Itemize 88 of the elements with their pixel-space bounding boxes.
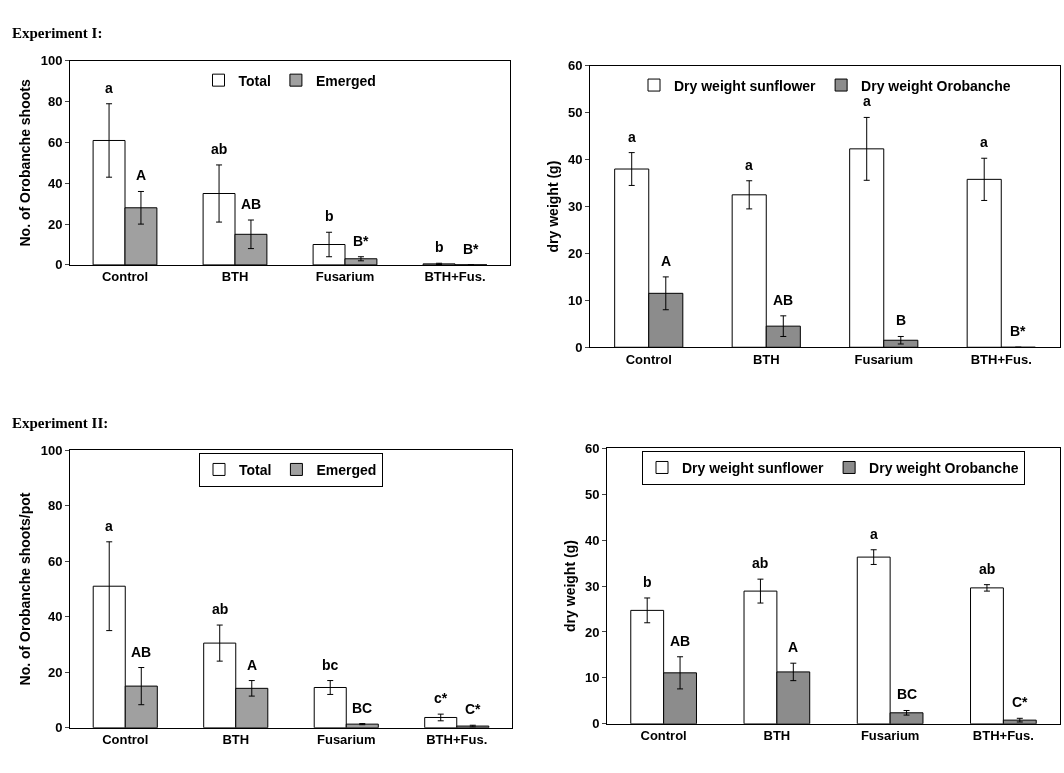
- y-tick-label: 0: [592, 716, 600, 732]
- annotation: a: [980, 134, 988, 150]
- x-tick-label: Control: [102, 732, 149, 748]
- annotation: bc: [322, 657, 339, 673]
- annotation: B*: [1010, 323, 1027, 339]
- annotation: A: [788, 639, 799, 655]
- y-tick-label: 80: [47, 94, 63, 110]
- y-tick-label: 100: [40, 53, 63, 69]
- annotation: ab: [211, 141, 228, 157]
- legend-label: Dry weight Orobanche: [869, 459, 1019, 476]
- chart-title: Experiment II:: [12, 415, 109, 431]
- annotation: a: [105, 80, 113, 96]
- y-tick-label: 10: [584, 670, 600, 686]
- y-tick-label: 20: [584, 624, 600, 640]
- annotation: a: [870, 526, 878, 542]
- annotation: AB: [241, 196, 262, 212]
- legend-label: Total: [238, 72, 271, 89]
- annotation: c*: [434, 690, 448, 706]
- annotation: b: [643, 574, 652, 590]
- annotation: BC: [897, 686, 918, 702]
- y-axis-title: dry weight (g): [544, 160, 561, 253]
- y-tick-label: 60: [567, 58, 583, 74]
- x-tick-label: BTH: [221, 269, 249, 285]
- x-tick-label: Fusarium: [854, 351, 914, 367]
- x-tick-label: BTH+Fus.: [426, 732, 488, 748]
- annotation: A: [661, 253, 672, 269]
- annotation: A: [136, 167, 147, 183]
- y-tick-label: 60: [47, 553, 63, 569]
- y-tick-label: 50: [567, 105, 583, 121]
- y-tick-label: 40: [584, 532, 600, 548]
- annotation: a: [105, 518, 113, 534]
- annotation: B*: [463, 241, 480, 257]
- annotation: BC: [352, 700, 373, 716]
- x-tick-label: Control: [625, 351, 672, 367]
- chart-title: Experiment I:: [12, 25, 103, 41]
- y-tick-label: 10: [567, 292, 583, 308]
- annotation: B*: [353, 233, 370, 249]
- y-tick-label: 30: [584, 578, 600, 594]
- y-tick-label: 60: [47, 135, 63, 151]
- x-tick-label: BTH+Fus.: [424, 269, 486, 285]
- x-tick-label: BTH+Fus.: [972, 728, 1034, 744]
- annotation: a: [628, 129, 636, 145]
- legend-label: Dry weight sunflower: [674, 77, 817, 94]
- annotation: b: [325, 208, 334, 224]
- y-tick-label: 20: [47, 216, 63, 232]
- x-tick-label: BTH: [222, 732, 250, 748]
- y-tick-label: 40: [47, 175, 63, 191]
- annotation: B: [896, 312, 907, 328]
- y-tick-label: 0: [55, 720, 63, 736]
- annotation: a: [745, 157, 753, 173]
- y-tick-label: 80: [47, 498, 63, 514]
- y-tick-label: 40: [47, 609, 63, 625]
- y-tick-label: 20: [47, 664, 63, 680]
- x-tick-label: Fusarium: [860, 728, 920, 744]
- y-tick-label: 60: [584, 440, 600, 456]
- annotation: AB: [773, 292, 794, 308]
- annotation: C*: [1012, 694, 1029, 710]
- annotation: ab: [752, 555, 769, 571]
- annotation: a: [863, 93, 871, 109]
- legend-label: Emerged: [315, 72, 376, 89]
- x-tick-label: BTH: [763, 728, 791, 744]
- annotation: AB: [670, 633, 691, 649]
- annotation: ab: [212, 601, 229, 617]
- y-tick-label: 30: [567, 199, 583, 215]
- y-tick-label: 50: [584, 486, 600, 502]
- y-tick-label: 100: [40, 442, 63, 458]
- annotation: ab: [979, 561, 996, 577]
- y-axis-title: No. of Orobanche shoots/pot: [17, 492, 34, 686]
- x-tick-label: BTH+Fus.: [970, 351, 1032, 367]
- annotation: b: [435, 239, 444, 255]
- y-axis-title: No. of Orobanche shoots: [17, 79, 34, 247]
- y-tick-label: 20: [567, 246, 583, 262]
- legend-label: Emerged: [316, 461, 377, 478]
- x-tick-label: Fusarium: [315, 269, 375, 285]
- x-tick-label: Fusarium: [316, 732, 376, 748]
- y-axis-title: dry weight (g): [561, 540, 578, 632]
- x-tick-label: BTH: [752, 351, 780, 367]
- y-tick-label: 0: [575, 339, 583, 355]
- x-tick-label: Control: [640, 728, 687, 744]
- annotation: C*: [465, 701, 482, 717]
- annotation: AB: [131, 644, 152, 660]
- legend-label: Total: [239, 461, 272, 478]
- annotation: A: [247, 657, 258, 673]
- legend-label: Dry weight sunflower: [682, 459, 825, 476]
- legend-label: Dry weight Orobanche: [861, 77, 1011, 94]
- x-tick-label: Control: [101, 269, 149, 285]
- y-tick-label: 40: [567, 152, 583, 168]
- y-tick-label: 0: [55, 257, 63, 273]
